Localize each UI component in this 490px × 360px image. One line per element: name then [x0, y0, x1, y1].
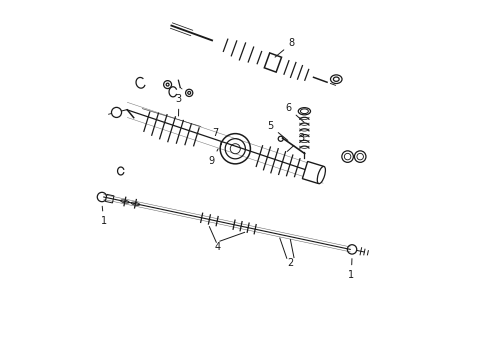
Circle shape	[186, 89, 193, 96]
Circle shape	[230, 144, 240, 154]
Text: 5: 5	[267, 121, 288, 140]
Polygon shape	[105, 194, 114, 203]
Circle shape	[354, 151, 366, 162]
Ellipse shape	[131, 202, 140, 206]
Text: 9: 9	[209, 149, 218, 166]
Ellipse shape	[298, 108, 311, 115]
Ellipse shape	[121, 200, 129, 203]
Polygon shape	[302, 161, 323, 183]
Circle shape	[166, 83, 169, 86]
Text: 3: 3	[287, 134, 305, 151]
Ellipse shape	[318, 166, 325, 184]
Circle shape	[344, 153, 351, 160]
Text: 7: 7	[212, 127, 221, 144]
Circle shape	[347, 245, 357, 254]
Ellipse shape	[333, 77, 339, 81]
Text: 6: 6	[285, 103, 304, 122]
Circle shape	[220, 134, 250, 164]
Circle shape	[278, 136, 283, 141]
Circle shape	[342, 151, 353, 162]
Text: 3: 3	[176, 94, 182, 116]
Circle shape	[164, 81, 171, 89]
Polygon shape	[264, 53, 282, 72]
Text: 1: 1	[348, 258, 354, 280]
Circle shape	[225, 139, 245, 159]
Circle shape	[112, 107, 122, 117]
Text: 8: 8	[275, 38, 295, 57]
Text: 1: 1	[100, 206, 107, 226]
Circle shape	[188, 91, 191, 94]
Ellipse shape	[300, 109, 308, 114]
Text: 2: 2	[287, 258, 294, 267]
Circle shape	[357, 153, 364, 160]
Circle shape	[98, 192, 107, 202]
Text: 4: 4	[215, 242, 221, 252]
Ellipse shape	[331, 75, 342, 84]
